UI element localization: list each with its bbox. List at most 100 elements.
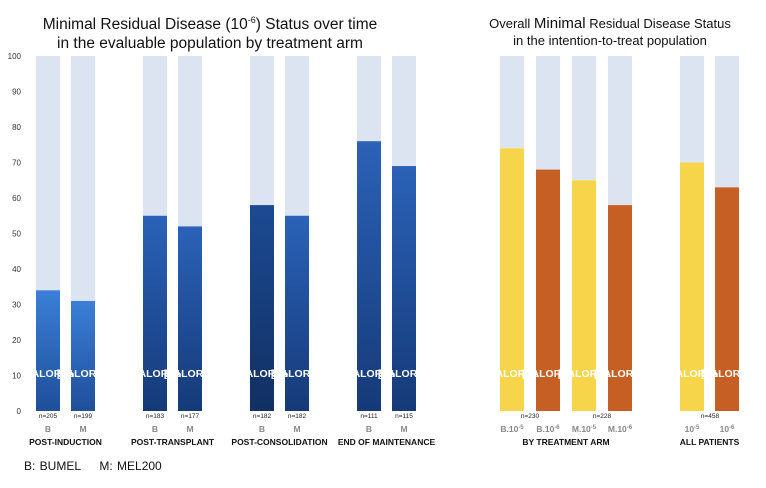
bar [572,180,596,411]
bar-value-label: [VALOR]% [378,368,431,380]
category-base: 10 [685,424,695,434]
category-label: M.10-5 [572,424,597,434]
bar-value-label: [VALOR]% [22,368,75,380]
bar-value-label: [VALOR]% [236,368,289,380]
n-label: n=182 [288,413,307,420]
left-title-part-a: Minimal Residual Disease (10 [42,16,248,34]
y-tick-label: 60 [12,194,21,203]
bar [500,148,524,412]
category-label: M [186,424,193,434]
category-base: M.10 [608,424,627,434]
group-label: POST-CONSOLIDATION [231,437,327,447]
n-label: n=177 [181,413,200,420]
right-title-part-a: Overall [489,16,534,31]
y-tick-label: 70 [12,159,21,168]
n-label: n=230 [521,413,540,420]
category-base: 10 [720,424,730,434]
n-label: n=199 [74,413,93,420]
y-tick-label: 0 [17,407,22,416]
category-label: B [259,424,265,434]
bar-value-label: [VALOR]% [164,368,217,380]
bar-value-label: [VALOR]% [57,368,110,380]
bar-background [500,56,524,149]
n-label: n=458 [701,413,720,420]
bar-background [285,56,309,216]
category-exponent: -5 [518,425,524,431]
n-label: n=183 [146,413,165,420]
right-title-part-b: Residual Disease Status [585,16,731,31]
category-exponent: -6 [729,425,735,431]
bar [143,215,167,411]
n-label: n=228 [593,413,612,420]
bar-value-label: [VALOR]% [666,368,719,380]
labels: [VALOR]% n=205 B [VALOR]% n=199 M POST-INDUCTI… [22,368,754,447]
right-title-big: Minimal [533,15,586,32]
bar-value-label: [VALOR]% [594,368,647,380]
y-tick-label: 50 [12,230,21,239]
bar-value-label: [VALOR]% [129,368,182,380]
bar [178,226,202,411]
y-axis: 0 10 20 30 40 50 60 70 80 90 100 [8,52,22,416]
category-label: B.10-6 [536,424,560,434]
category-exponent: -6 [554,425,560,431]
group-label: END OF MAINTENANCE [338,437,436,447]
bar-background [36,56,60,291]
category-label: M [293,424,300,434]
group-label: ALL PATIENTS [680,437,740,447]
category-label: M [79,424,86,434]
bar [357,141,381,411]
bar [250,205,274,411]
y-tick-label: 90 [12,88,21,97]
category-exponent: -5 [694,425,700,431]
category-exponent: -5 [591,425,597,431]
footnote-bumel: B: BUMEL [24,459,82,473]
group-label: POST-INDUCTION [29,437,102,447]
bars [36,56,739,412]
footnote-mel200: M: MEL200 [99,459,162,473]
category-base: M.10 [572,424,591,434]
y-tick-label: 10 [12,372,21,381]
legend-footnote: B: BUMEL M: MEL200 [24,459,176,473]
bar-value-label: [VALOR]% [558,368,611,380]
bar-background [536,56,560,170]
group-label: POST-TRANSPLANT [131,437,215,447]
category-label: B [366,424,372,434]
group-label: BY TREATMENT ARM [522,437,609,447]
category-label: 10-5 [685,424,700,434]
bar-value-label: [VALOR]% [486,368,539,380]
y-tick-label: 80 [12,123,21,132]
y-tick-label: 40 [12,265,21,274]
category-label: B.10-5 [500,424,524,434]
right-title-line2: in the intention-to-treat population [513,33,707,48]
bar-value-label: [VALOR]% [343,368,396,380]
category-label: M.10-6 [608,424,633,434]
category-label: B [45,424,51,434]
bar-background [715,56,739,188]
bar [285,215,309,411]
bar-value-label: [VALOR]% [271,368,324,380]
category-label: M [400,424,407,434]
bar [36,290,60,411]
bar-background [250,56,274,206]
bar-background [608,56,632,206]
bar [536,169,560,411]
left-title-part-b: ) Status over time [255,16,378,34]
n-label: n=115 [395,413,413,420]
bar [608,205,632,411]
bar-value-label: [VALOR]% [701,368,754,380]
n-label: n=205 [39,413,58,420]
y-tick-label: 30 [12,301,21,310]
bar [392,166,416,411]
bar-value-label: [VALOR]% [522,368,575,380]
n-label: n=182 [253,413,272,420]
bar [715,187,739,411]
bar-background [71,56,95,301]
left-title-line2: in the evaluable population by treatment… [57,35,363,53]
bar-background [680,56,704,163]
bar-background [392,56,416,167]
category-base: B.10 [536,424,554,434]
category-exponent: -6 [627,425,633,431]
y-tick-label: 100 [8,52,22,61]
n-label: n=111 [360,413,378,420]
